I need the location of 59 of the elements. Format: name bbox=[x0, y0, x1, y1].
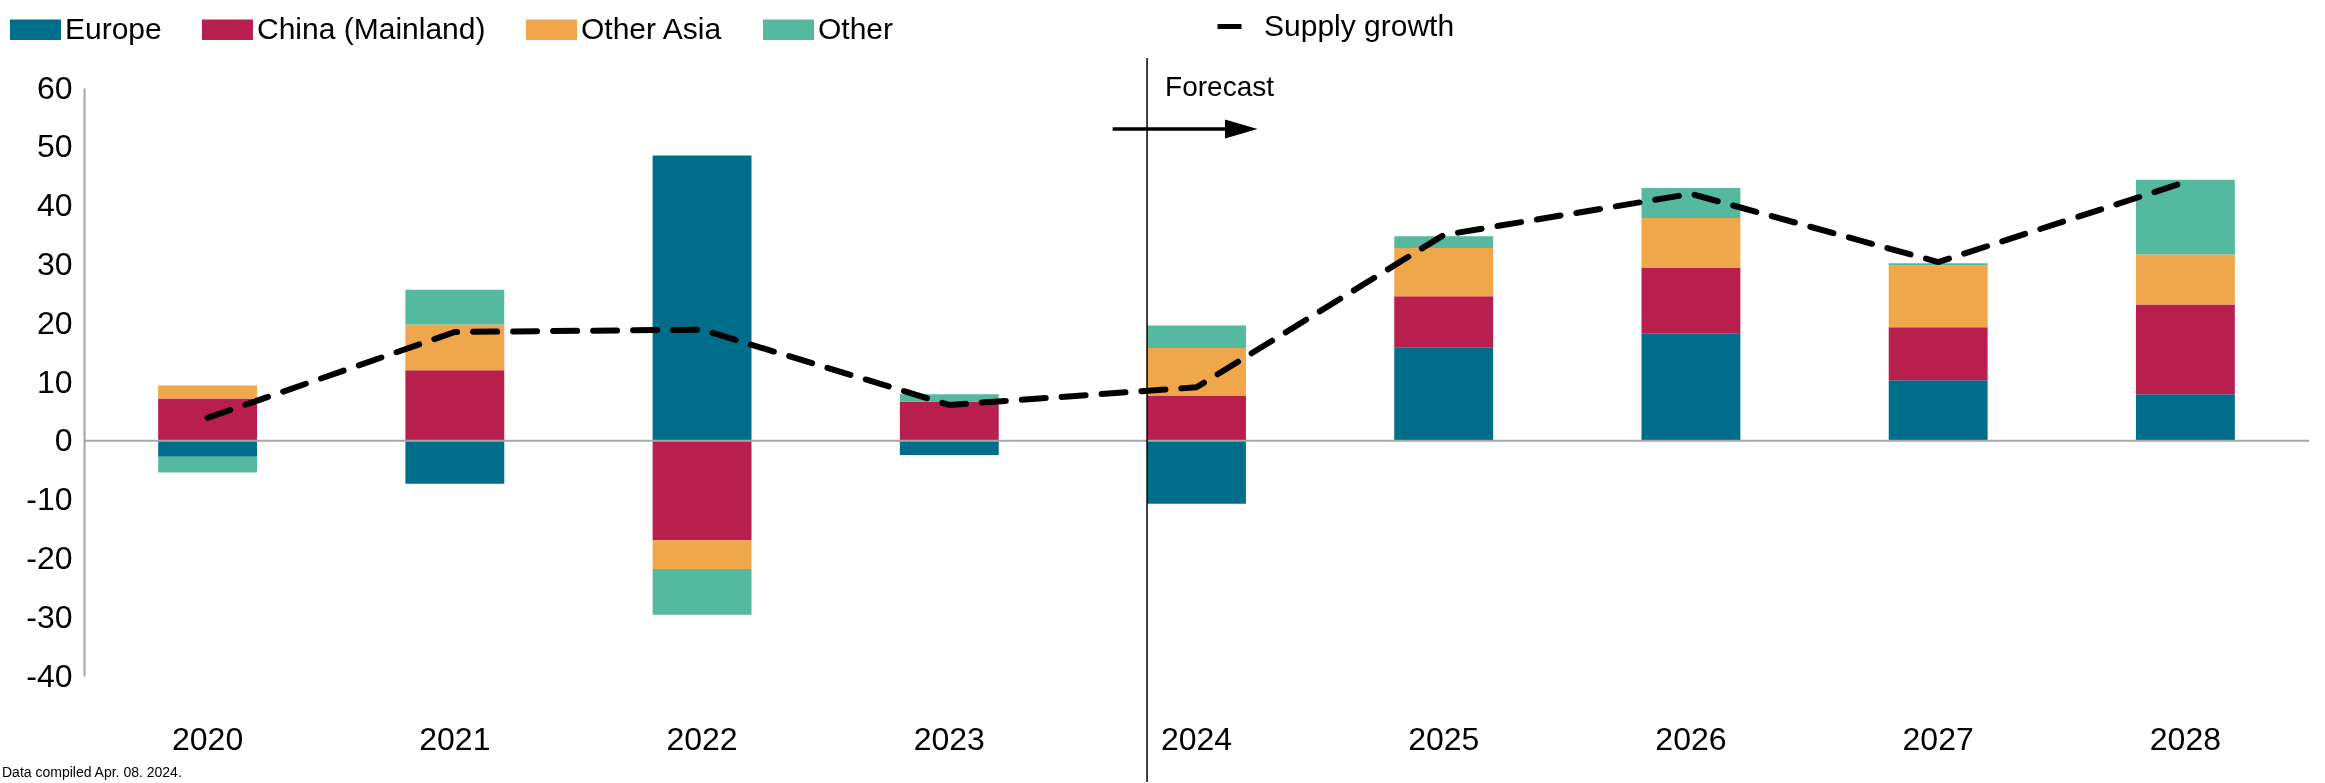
bar bbox=[2135, 254, 2235, 305]
y-tick-label: -40 bbox=[26, 657, 73, 694]
x-tick-label: 2024 bbox=[1160, 720, 1233, 757]
x-tick-label: 2025 bbox=[1408, 720, 1480, 757]
y-tick-label: 0 bbox=[54, 422, 73, 459]
y-tick-label: 50 bbox=[36, 128, 73, 165]
bar bbox=[1147, 395, 1246, 441]
bar bbox=[405, 440, 505, 484]
bar bbox=[652, 155, 752, 441]
bar bbox=[1394, 247, 1494, 297]
text: Data compiled Apr. 08. 2024. bbox=[2, 764, 182, 780]
y-tick-label: -20 bbox=[26, 539, 73, 576]
ref-line-label: Forecast bbox=[1165, 71, 1275, 102]
legend-label: China (Mainland) bbox=[257, 11, 486, 45]
bar bbox=[1147, 440, 1246, 504]
bar bbox=[899, 401, 999, 441]
bar bbox=[1641, 333, 1741, 441]
legend-label: Europe bbox=[65, 11, 162, 45]
bar bbox=[899, 440, 999, 455]
bar bbox=[2135, 304, 2235, 395]
y-tick-label: -10 bbox=[26, 481, 73, 518]
bar bbox=[1641, 267, 1741, 334]
x-tick-label: 2021 bbox=[419, 720, 491, 757]
y-tick-label: -30 bbox=[26, 598, 73, 635]
bar bbox=[158, 456, 258, 473]
bar bbox=[1394, 296, 1494, 348]
bar bbox=[1888, 263, 1988, 266]
bar bbox=[405, 289, 505, 325]
y-tick-label: 30 bbox=[36, 245, 73, 282]
x-tick-label: 2023 bbox=[913, 720, 985, 757]
bar bbox=[158, 440, 258, 457]
bar bbox=[2135, 179, 2235, 255]
x-tick-label: 2028 bbox=[2149, 720, 2221, 757]
bar bbox=[1394, 347, 1494, 441]
x-tick-label: 2027 bbox=[1902, 720, 1974, 757]
bar bbox=[1888, 265, 1988, 328]
y-tick-label: 40 bbox=[36, 187, 73, 224]
legend-label: Other Asia bbox=[581, 11, 722, 45]
y-tick-label: 10 bbox=[36, 363, 73, 400]
bar bbox=[1888, 380, 1988, 441]
x-tick-label: 2022 bbox=[666, 720, 738, 757]
y-tick-label: 60 bbox=[36, 69, 73, 106]
bar bbox=[652, 568, 752, 615]
legend-label: Other bbox=[818, 11, 894, 45]
bar bbox=[652, 540, 752, 569]
bar bbox=[158, 398, 258, 441]
bar bbox=[1641, 217, 1741, 268]
bar bbox=[158, 385, 258, 399]
bar bbox=[2135, 394, 2235, 441]
legend-label: Supply growth bbox=[1264, 8, 1455, 42]
bar bbox=[652, 440, 752, 541]
bar bbox=[1147, 325, 1246, 348]
bar bbox=[1147, 347, 1246, 396]
x-tick-label: 2026 bbox=[1655, 720, 1727, 757]
bar bbox=[405, 370, 505, 441]
x-tick-label: 2020 bbox=[172, 720, 244, 757]
bar bbox=[405, 324, 505, 371]
y-tick-label: 20 bbox=[36, 304, 73, 341]
bar bbox=[1888, 327, 1988, 381]
